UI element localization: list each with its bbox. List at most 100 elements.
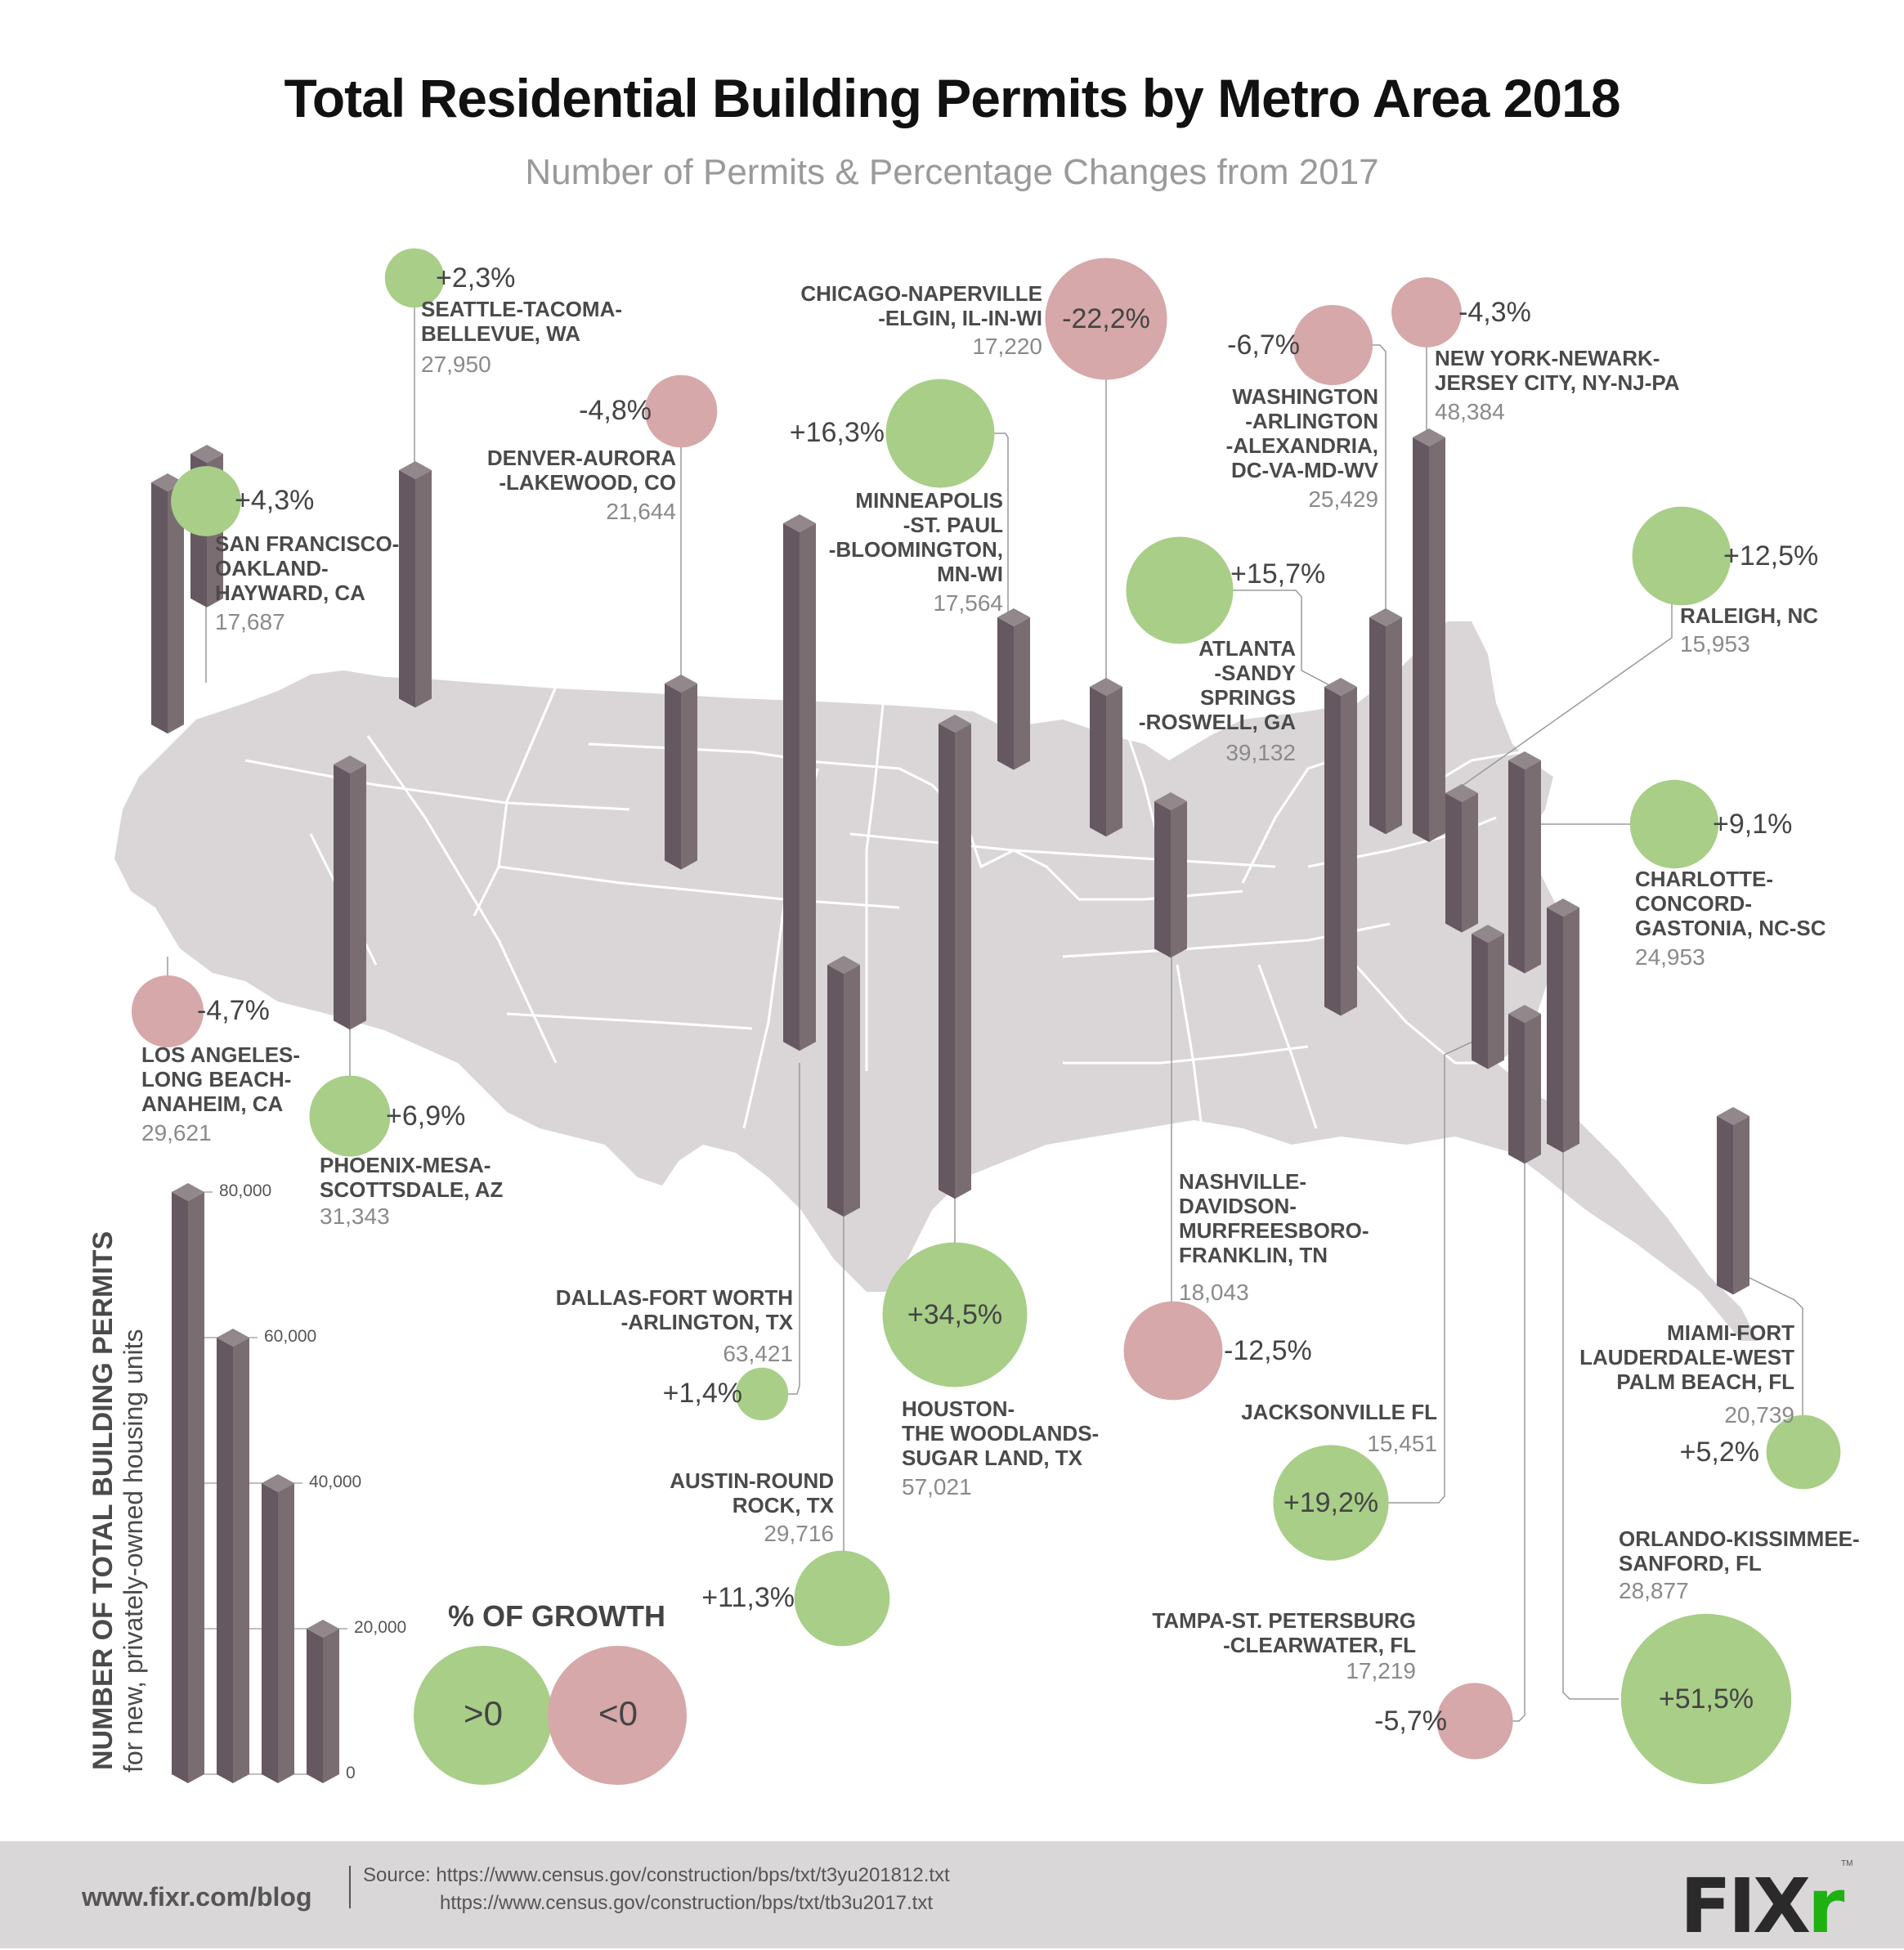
growth-bubble-positive: [1632, 506, 1732, 606]
bar-face-left: [1472, 934, 1488, 1069]
value-axis: [172, 1183, 347, 1783]
growth-bubble-negative: [1045, 258, 1167, 380]
bar-face-left: [997, 617, 1014, 770]
permit-count: 15,451: [1367, 1431, 1437, 1456]
metro-name: TAMPA-ST. PETERSBURG -CLEARWATER, FL: [1152, 1608, 1416, 1657]
axis-reference-bar: [172, 1183, 204, 1783]
metro-name: SEATTLE-TACOMA- BELLEVUE, WA: [421, 297, 622, 346]
metro-name: SAN FRANCISCO- OAKLAND- HAYWARD, CA: [215, 531, 400, 605]
bar-face-right: [1733, 1116, 1749, 1295]
permit-bar: [1324, 678, 1357, 1016]
y-axis-subtitle: for new, privately-owned housing units: [119, 1329, 148, 1773]
metro-name: LOS ANGELES- LONG BEACH- ANAHEIM, CA: [141, 1042, 301, 1116]
source-link-2017[interactable]: https://www.census.gov/construction/bps/…: [440, 1892, 933, 1914]
bar-face-right: [415, 470, 432, 708]
bar-face-right: [1525, 760, 1541, 974]
growth-percent: -6,7%: [1227, 329, 1300, 361]
growth-percent: +11,3%: [701, 1582, 795, 1613]
leader-line: [1562, 1124, 1619, 1700]
chart-area: SEATTLE-TACOMA- BELLEVUE, WA 27,950 +2,3% S…: [87, 248, 1860, 1785]
us-map: [114, 248, 1841, 1785]
bar-face-left: [334, 764, 350, 1030]
bar-face-left: [217, 1338, 233, 1783]
legend-label-positive: >0: [464, 1694, 503, 1733]
bar-top: [939, 715, 971, 733]
bar-face-right: [955, 724, 971, 1199]
permit-bar: [939, 715, 971, 1199]
bar-face-right: [1386, 617, 1402, 835]
permit-bar: [151, 473, 184, 734]
growth-bubbles: [131, 248, 1841, 1785]
permit-count: 17,220: [972, 334, 1042, 359]
footer-site-link[interactable]: www.fixr.com/blog: [82, 1882, 312, 1912]
permit-bar: [1717, 1107, 1749, 1295]
growth-bubble-negative: [1292, 304, 1373, 386]
metro-name: ATLANTA -SANDY SPRINGS -ROSWELL, GA: [1138, 636, 1296, 734]
bar-top: [1369, 608, 1402, 626]
permit-count: 17,219: [1346, 1658, 1416, 1683]
axis-tick-label: 0: [346, 1764, 356, 1782]
bar-face-left: [1508, 1014, 1525, 1164]
metro-name: NEW YORK-NEWARK- JERSEY CITY, NY-NJ-PA: [1435, 346, 1680, 395]
growth-bubble-positive: [384, 248, 445, 308]
bar-face-right: [800, 523, 816, 1051]
bar-face-right: [1014, 617, 1030, 770]
metro-name: PHOENIX-MESA- SCOTTSDALE, AZ: [320, 1153, 504, 1202]
permit-bar: [783, 514, 816, 1051]
permit-count: 15,953: [1680, 631, 1750, 657]
bar-face-left: [1445, 793, 1462, 933]
bar-top: [827, 956, 860, 974]
bar-top: [399, 461, 432, 479]
page-subtitle: Number of Permits & Percentage Changes f…: [525, 152, 1379, 192]
growth-bubble-positive: [794, 1550, 890, 1647]
bar-face-left: [307, 1629, 323, 1783]
bar-face-left: [827, 965, 844, 1217]
permit-bar: [1508, 751, 1541, 974]
permit-bars: [151, 428, 1749, 1295]
permit-count: 21,644: [606, 499, 676, 524]
bar-face-right: [188, 1192, 204, 1783]
leader-line: [1228, 589, 1333, 688]
trademark: TM: [1841, 1859, 1853, 1868]
permit-count: 31,343: [320, 1204, 390, 1229]
metro-name: MINNEAPOLIS -ST. PAUL -BLOOMINGTON, MN-W…: [828, 488, 1003, 586]
permit-count: 17,564: [933, 590, 1003, 616]
permit-count: 28,877: [1619, 1578, 1689, 1603]
growth-bubble-negative: [644, 374, 718, 448]
growth-percent: +9,1%: [1713, 809, 1793, 840]
permit-count: 17,687: [215, 609, 285, 634]
permit-bar: [1547, 899, 1579, 1153]
permit-bar: [1413, 428, 1445, 842]
source-link-2018[interactable]: Source: https://www.census.gov/construct…: [363, 1864, 950, 1886]
bar-top: [307, 1620, 339, 1638]
permit-bar: [1445, 784, 1478, 933]
permit-bar: [399, 461, 432, 708]
growth-bubble-positive: [309, 1075, 391, 1157]
growth-percent: -4,3%: [1458, 297, 1531, 328]
growth-percent: -4,8%: [579, 395, 652, 426]
leader-line: [1500, 1145, 1525, 1722]
bar-top: [1413, 428, 1445, 446]
legend-circles: [414, 1646, 687, 1785]
bar-top: [783, 514, 816, 532]
metro-name: CHICAGO-NAPERVILLE -ELGIN, IL-IN-WI: [800, 281, 1042, 330]
bar-top: [262, 1474, 294, 1492]
bar-top: [1508, 1005, 1541, 1023]
bar-face-left: [1090, 687, 1106, 837]
bar-face-right: [844, 965, 860, 1217]
bar-face-left: [1717, 1116, 1733, 1295]
growth-bubble-positive: [1766, 1414, 1841, 1490]
page-title: Total Residential Building Permits by Me…: [284, 68, 1620, 128]
permit-bar: [334, 755, 366, 1030]
growth-percent: +12,5%: [1723, 540, 1819, 572]
growth-percent: +5,2%: [1679, 1437, 1759, 1468]
permit-count: 20,739: [1724, 1402, 1794, 1428]
permit-count: 25,429: [1308, 486, 1378, 512]
growth-bubble-positive: [1629, 779, 1719, 869]
permit-bar: [1508, 1005, 1541, 1164]
bar-top: [1472, 925, 1504, 943]
logo-main: FIX: [1680, 1863, 1811, 1950]
bar-face-left: [1413, 437, 1429, 842]
growth-percent: +4,3%: [235, 485, 315, 516]
bar-face-left: [1508, 760, 1525, 974]
